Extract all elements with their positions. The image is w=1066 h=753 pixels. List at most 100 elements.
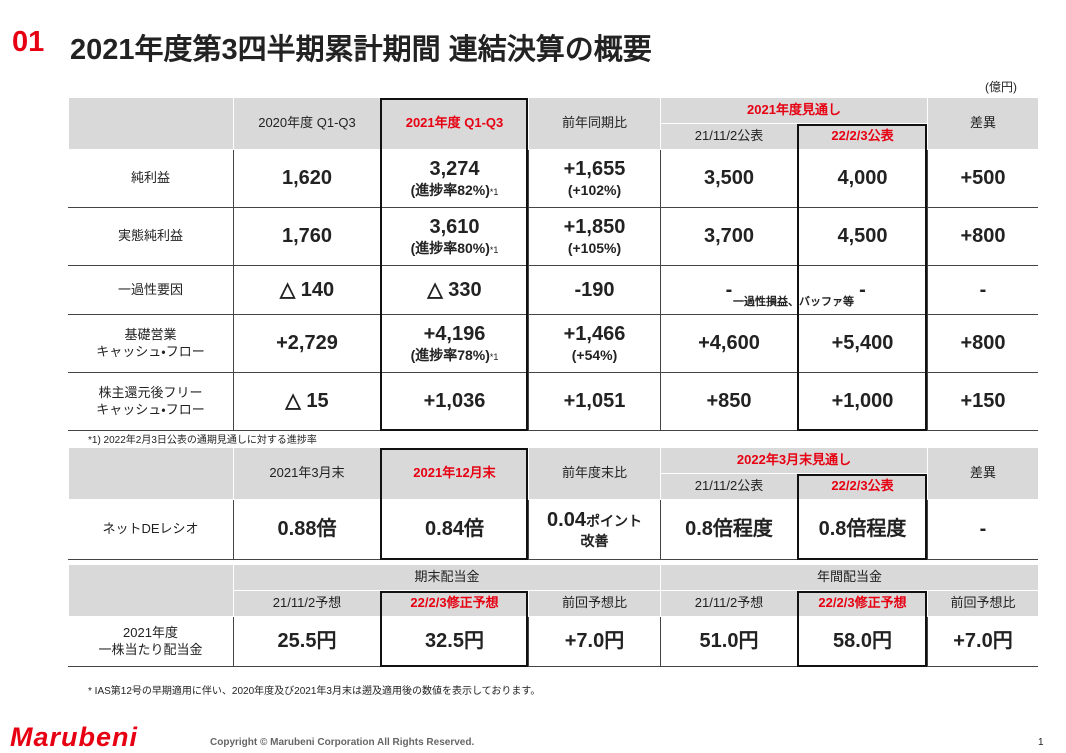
cell-value: +7.0円 [953,630,1013,652]
data-cell: - [660,266,797,315]
data-cell: 0.8倍程度 [797,500,927,560]
data-cell: 1,620 [233,150,380,208]
cell-value: +1,000 [831,390,894,412]
header-cell: 21/11/2公表 [660,124,797,150]
header-text: 2021年12月末 [413,465,496,481]
header-cell: 22/2/3修正予想 [797,591,927,617]
data-cell: -190 [528,266,660,315]
data-cell: - [927,266,1038,315]
cell-value: +2,729 [276,332,338,354]
cell-value: △ 330 [427,278,482,301]
data-cell: 3,610 (進捗率80%)*1 [380,208,528,266]
cell-value: +4,196 [423,323,486,346]
cell-value: +5,400 [831,332,894,354]
header-text: 2021年3月末 [269,465,345,481]
cell-value: 0.04 [547,509,586,532]
data-cell: 3,274 (進捗率82%)*1 [380,150,528,208]
header-cell: 2021年12月末 [380,448,528,500]
header-text: 22/2/3修正予想 [410,595,499,611]
header-text: 22/2/3修正予想 [818,595,907,611]
cell-value: +4,600 [698,332,760,354]
header-cell: 22/2/3修正予想 [380,591,528,617]
header-cell: 2021年度見通し [660,98,927,124]
header-text: 前回予想比 [561,595,627,611]
header-cell: 前年度末比 [528,448,660,500]
cell-value: △ 15 [285,390,329,412]
data-cell: +1,655 (+102%) [528,150,660,208]
row-label: キャッシュ・フロー [96,343,205,359]
cell-unit: ポイント [585,513,642,530]
header-cell: 2020年度 Q1-Q3 [233,98,380,150]
header-cell: 2022年3月末見通し [660,448,927,474]
data-cell: +500 [927,150,1038,208]
value-line: +1,655 [564,157,626,182]
cell-value: +1,655 [563,158,626,181]
sub-line: 改善 [581,533,609,551]
data-cell: 58.0円 [797,617,927,667]
cell-value: +7.0円 [564,630,625,652]
header-text: 2022年3月末見通し [736,452,852,468]
data-cell: +1,000 [797,373,927,431]
data-cell: 51.0円 [660,617,797,667]
data-cell: +1,036 [380,373,528,431]
header-text: 21/11/2予想 [694,595,764,611]
cell-sub: (進捗率80%) [410,240,490,257]
cell-value: +850 [706,390,752,412]
cell-sub: (進捗率78%) [410,347,490,364]
data-cell: +5,400 [797,315,927,373]
header-cell: 期末配当金 [233,565,660,591]
footnote: *1) 2022年2月3日公表の通期見通しに対する進捗率 [88,435,317,446]
header-cell: 21/11/2予想 [233,591,380,617]
header-text: 2020年度 Q1-Q3 [258,115,356,131]
cell-value: 4,500 [837,225,888,247]
header-cell: 前回予想比 [528,591,660,617]
cell-value: △ 140 [279,278,335,301]
cell-value: - [979,278,987,301]
header-text: 21/11/2公表 [694,128,764,144]
logo: Marubeni [10,722,139,752]
label-line: 基礎営業 [124,327,176,343]
data-cell: +1,466 (+54%) [528,315,660,373]
header-cell: 前年同期比 [528,98,660,150]
value-line: 3,610 [429,215,479,240]
note-mark: *1 [489,352,499,363]
header-text: 前年度末比 [561,465,627,481]
header-text: 21/11/2予想 [272,595,342,611]
header-cell: 2021年3月末 [233,448,380,500]
data-cell: 0.8倍程度 [660,500,797,560]
row-label: 一過性要因 [117,281,183,297]
header-text: 21/11/2公表 [694,478,764,494]
header-cell: 22/2/3公表 [797,124,927,150]
note-mark: *1 [489,245,499,256]
data-cell: +800 [927,208,1038,266]
cell-value: +500 [960,167,1006,189]
label-line: 株主還元後フリー [98,385,202,401]
cell-value: +150 [960,390,1006,412]
copyright: Copyright © Marubeni Corporation All Rig… [210,737,475,748]
data-cell: 0.88倍 [233,500,380,560]
row-label: キャッシュ・フロー [96,401,205,417]
cell-sub: (+54%) [571,347,618,364]
cell-value: 51.0円 [699,630,759,652]
cell-value: +1,036 [423,390,486,412]
data-cell: 3,700 [660,208,797,266]
cell-value: +1,466 [563,323,626,346]
header-text: 2021年度 Q1-Q3 [405,115,504,131]
header-text: 前年同期比 [561,115,627,131]
unit-label: (億円) [985,80,1017,94]
label-line: キャッシュ・フロー [96,402,204,418]
page-number: 1 [1038,737,1044,748]
data-cell: - [927,500,1038,560]
cell-sub: 改善 [580,533,609,550]
section-number: 01 [12,26,45,58]
value-line: +4,196 [424,322,486,347]
header-text: 差異 [969,115,996,131]
data-cell: △ 140 [233,266,380,315]
sub-line: (+102%) [568,182,621,200]
data-cell: +150 [927,373,1038,431]
data-cell: 1,760 [233,208,380,266]
cell-value: 1,760 [281,225,333,247]
note-text: 一過性損益、バッファ等 [733,296,854,309]
data-cell: 4,500 [797,208,927,266]
